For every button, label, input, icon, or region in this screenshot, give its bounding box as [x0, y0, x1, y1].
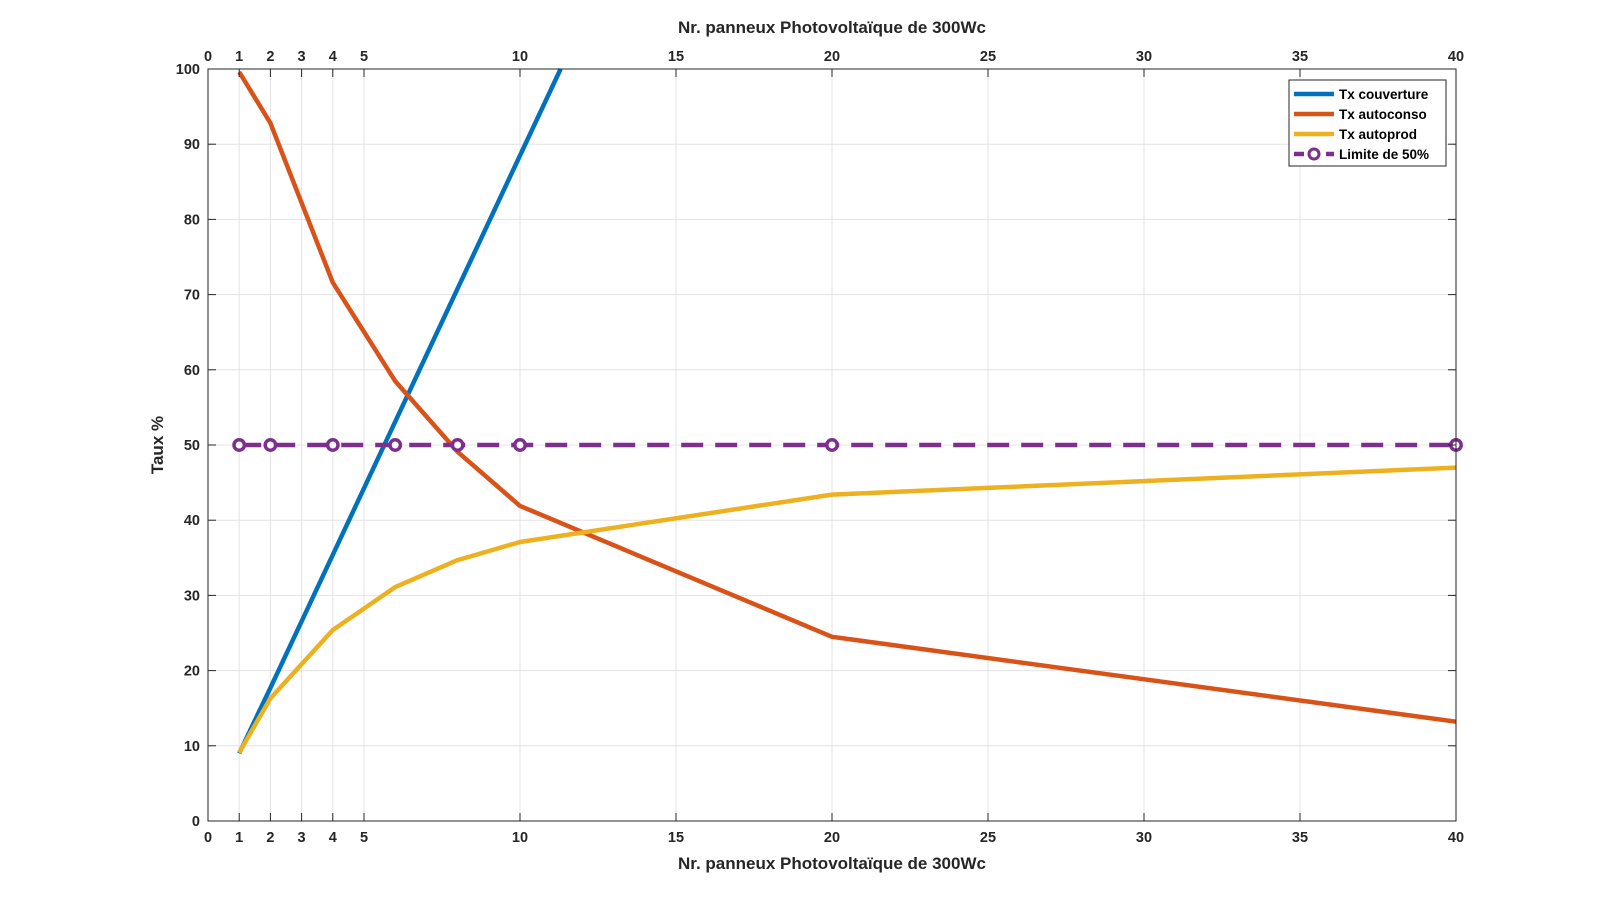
- legend-label: Tx couverture: [1339, 87, 1429, 102]
- x-axis-bottom-title: Nr. panneux Photovoltaïque de 300Wc: [678, 854, 986, 873]
- x-tick-label-bottom: 20: [824, 830, 840, 846]
- x-tick-label-top: 4: [329, 49, 337, 65]
- x-tick-label-top: 2: [266, 49, 274, 65]
- series-point: [388, 438, 403, 452]
- series-point: [513, 438, 527, 452]
- x-tick-label-bottom: 30: [1136, 830, 1152, 846]
- y-tick-label: 80: [184, 212, 200, 228]
- x-tick-label-bottom: 10: [512, 830, 528, 846]
- x-axis-top-title: Nr. panneux Photovoltaïque de 300Wc: [678, 18, 986, 37]
- x-tick-label-bottom: 25: [980, 830, 996, 846]
- x-tick-label-bottom: 5: [360, 830, 368, 846]
- legend-items: Tx couverture Tx autoconso Tx autoprod Limi…: [1294, 87, 1429, 162]
- x-tick-label-bottom: 0: [204, 830, 212, 846]
- x-tick-label-top: 0: [204, 49, 212, 65]
- x-tick-label-top: 5: [360, 49, 368, 65]
- legend: Tx couverture Tx autoconso Tx autoprod Limi…: [1288, 79, 1447, 167]
- x-tick-label-top: 35: [1292, 49, 1308, 65]
- series-group: [232, 68, 1463, 755]
- x-tick-label-top: 30: [1136, 49, 1152, 65]
- legend-label: Tx autoprod: [1339, 127, 1417, 142]
- x-tick-label-bottom: 2: [266, 830, 274, 846]
- x-tick-label-top: 10: [512, 49, 528, 65]
- y-tick-label: 100: [176, 62, 200, 78]
- ticks: 0011223344551010151520202525303035354040…: [176, 49, 1464, 846]
- x-tick-label-top: 15: [668, 49, 684, 65]
- series-point: [450, 438, 465, 452]
- series-line-tx-autoprod: [237, 465, 1457, 754]
- series-point: [263, 438, 278, 452]
- x-tick-label-top: 3: [298, 49, 306, 65]
- series-line-tx-couverture: [237, 68, 563, 755]
- x-tick-label-bottom: 1: [235, 830, 243, 846]
- y-tick-label: 20: [184, 664, 200, 680]
- y-tick-label: 40: [184, 513, 200, 529]
- y-tick-label: 0: [192, 814, 200, 830]
- series-point: [325, 438, 340, 452]
- legend-marker: [1307, 147, 1321, 161]
- x-tick-label-bottom: 15: [668, 830, 684, 846]
- series-point: [232, 438, 247, 452]
- y-tick-label: 90: [184, 137, 200, 153]
- x-tick-label-top: 40: [1448, 49, 1464, 65]
- y-tick-label: 30: [184, 588, 200, 604]
- y-tick-label: 50: [184, 438, 200, 454]
- y-axis-title: Taux %: [148, 416, 167, 474]
- series-point: [825, 438, 839, 452]
- x-tick-label-bottom: 40: [1448, 830, 1464, 846]
- y-tick-label: 70: [184, 288, 200, 304]
- x-tick-label-bottom: 35: [1292, 830, 1308, 846]
- x-tick-label-bottom: 3: [298, 830, 306, 846]
- y-tick-label: 10: [184, 739, 200, 755]
- x-tick-label-bottom: 4: [329, 830, 337, 846]
- x-tick-label-top: 1: [235, 49, 243, 65]
- x-tick-label-top: 25: [980, 49, 996, 65]
- x-tick-label-top: 20: [824, 49, 840, 65]
- legend-label: Limite de 50%: [1339, 147, 1429, 162]
- legend-label: Tx autoconso: [1339, 107, 1427, 122]
- series-line-tx-autoconso: [237, 70, 1457, 724]
- y-tick-label: 60: [184, 363, 200, 379]
